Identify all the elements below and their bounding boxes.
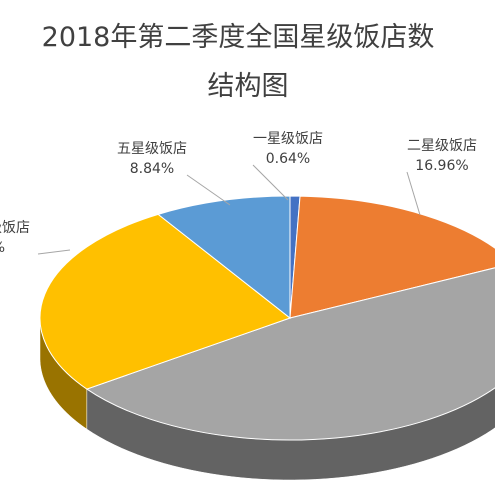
- pie-slice: [289, 195, 495, 319]
- title-line: 结构图: [208, 71, 289, 102]
- category-label: 二星级饭店: [407, 138, 477, 154]
- category-label: 四星级饭店: [0, 220, 30, 236]
- pie-slice: [39, 213, 292, 390]
- value-label: 8.84%: [130, 161, 174, 177]
- value-label: 16.96%: [415, 158, 468, 174]
- leader-line: [406, 171, 421, 216]
- category-label: 五星级饭店: [117, 141, 187, 157]
- title-line: 2018年第二季度全国星级饭店数: [42, 22, 435, 53]
- leader-line: [37, 249, 71, 255]
- value-label: 0.64%: [266, 151, 310, 167]
- category-label: 一星级饭店: [253, 131, 323, 147]
- value-label: 26.06%: [0, 240, 5, 256]
- leader-line: [186, 174, 231, 206]
- leader-line: [252, 164, 289, 201]
- pie-slice: [85, 267, 495, 441]
